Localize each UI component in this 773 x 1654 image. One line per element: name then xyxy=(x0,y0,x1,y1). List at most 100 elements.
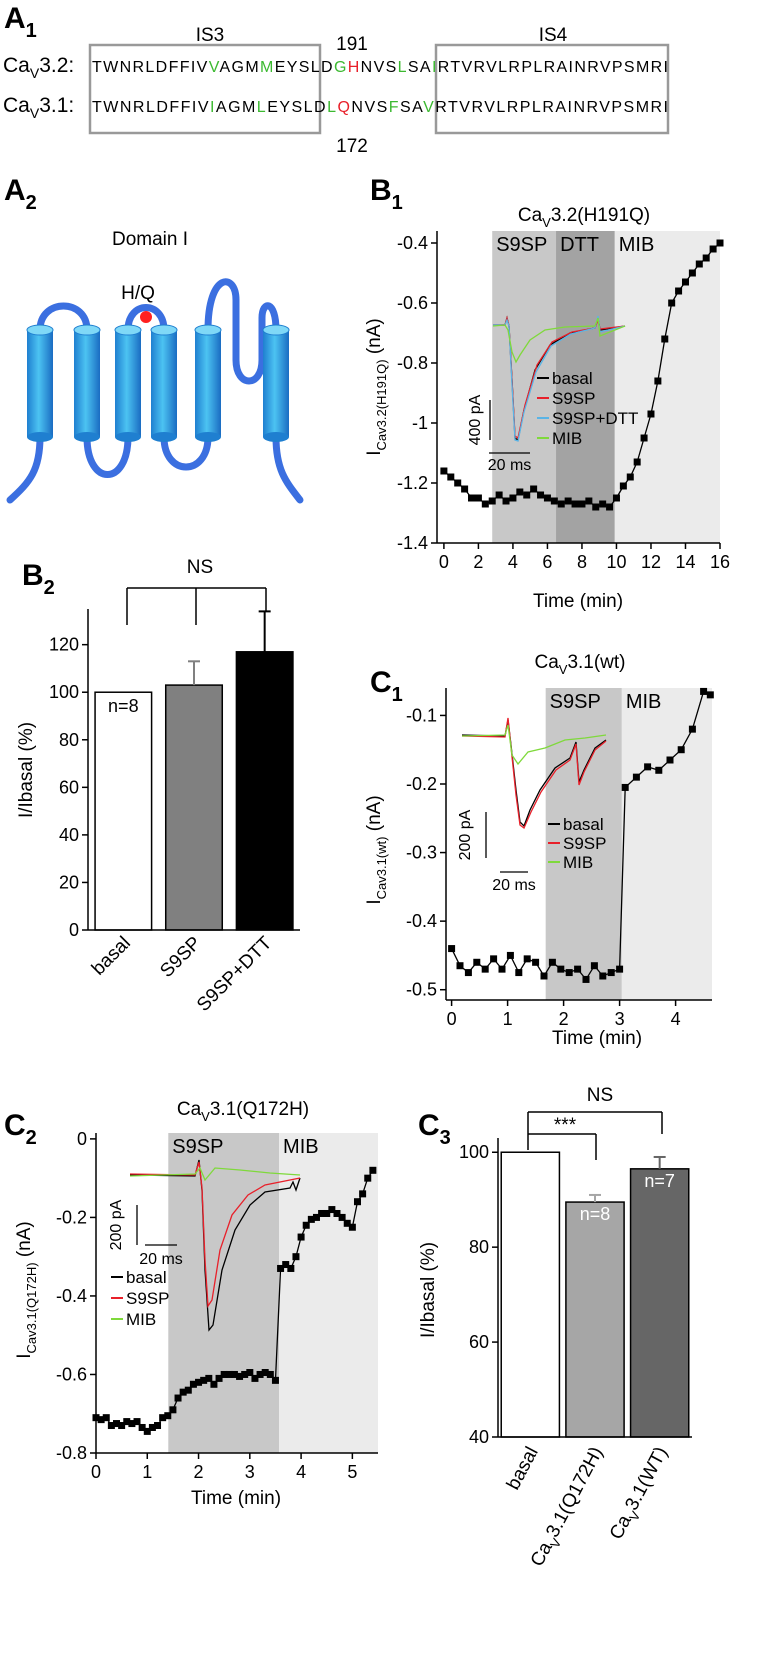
panel-label-part: C xyxy=(4,1109,26,1142)
x-tick-label: 12 xyxy=(641,552,661,572)
x-tick-label: 8 xyxy=(577,552,587,572)
sequence: TWNRLDFFIVIAGMLEYSLDLQNVSFSAVRTVRVLRPLRA… xyxy=(92,99,668,116)
y-axis-label-part: Cav3.1(Q172H) xyxy=(24,1262,39,1353)
data-point xyxy=(277,1264,285,1272)
panel-label-part: C xyxy=(370,666,392,699)
data-point xyxy=(557,500,565,508)
data-point xyxy=(644,763,652,771)
y-axis-label: I/Ibasal (%) xyxy=(418,1242,439,1338)
y-tick-label: 40 xyxy=(59,825,79,845)
region-label: DTT xyxy=(560,234,599,256)
data-point xyxy=(695,260,703,268)
data-point xyxy=(282,1261,290,1269)
data-point xyxy=(498,965,506,973)
significance-label: *** xyxy=(554,1115,577,1136)
residues: L xyxy=(257,99,266,116)
data-point xyxy=(599,500,607,508)
y-tick-label: 40 xyxy=(469,1427,489,1447)
mutation-site xyxy=(140,311,152,323)
y-tick-label: 0 xyxy=(77,1129,87,1149)
data-point xyxy=(557,965,565,973)
data-point xyxy=(612,494,620,502)
y-tick-label: 60 xyxy=(469,1332,489,1352)
data-point xyxy=(647,410,655,418)
data-point xyxy=(490,955,498,963)
bar xyxy=(235,651,294,931)
bar xyxy=(94,691,153,931)
sequence-label: CaV3.2: xyxy=(3,54,74,81)
y-axis-label-part: (nA) xyxy=(14,1221,35,1262)
data-point xyxy=(550,497,558,505)
region xyxy=(556,231,615,543)
y-tick-label: 120 xyxy=(49,635,79,655)
data-point xyxy=(333,1209,341,1217)
y-tick-label: -0.4 xyxy=(406,911,437,931)
data-point xyxy=(543,494,551,502)
scale-label: 200 pA xyxy=(108,1199,125,1250)
position-label: 172 xyxy=(336,136,368,157)
panel-label: B1 xyxy=(370,174,403,214)
domain-label: IS3 xyxy=(196,25,225,46)
sequence-label-part: V xyxy=(30,105,40,121)
panel-label-part: 2 xyxy=(26,192,37,214)
data-point xyxy=(447,473,455,481)
data-point xyxy=(266,1370,274,1378)
data-point xyxy=(251,1374,259,1382)
panel-label-part: 1 xyxy=(26,20,37,42)
data-point xyxy=(205,1374,213,1382)
legend-label: MIB xyxy=(126,1310,156,1329)
site-label: H/Q xyxy=(121,283,155,304)
residues: G xyxy=(334,59,346,76)
data-point xyxy=(464,969,472,977)
data-point xyxy=(532,958,540,966)
legend-label: basal xyxy=(126,1268,167,1287)
data-point xyxy=(302,1221,310,1229)
data-point xyxy=(578,500,586,508)
bar xyxy=(629,1168,690,1438)
data-point xyxy=(590,962,598,970)
y-tick-label: -0.3 xyxy=(406,843,437,863)
trace xyxy=(129,1161,301,1308)
y-tick-label: 100 xyxy=(459,1142,489,1162)
x-axis-label: Time (min) xyxy=(191,1488,281,1509)
data-point xyxy=(92,1414,100,1422)
residues: V xyxy=(209,59,220,76)
data-point xyxy=(530,485,538,493)
y-tick-label: -0.2 xyxy=(56,1207,87,1227)
y-tick-label: -0.6 xyxy=(397,293,428,313)
data-point xyxy=(509,494,517,502)
data-point xyxy=(133,1418,141,1426)
data-point xyxy=(516,488,524,496)
data-point xyxy=(515,969,523,977)
y-tick-label: -0.4 xyxy=(397,233,428,253)
sequence: TWNRLDFFIVVAGMMEYSLDGHNVSLSAIRTVRVLRPLRA… xyxy=(92,59,668,76)
region-label: S9SP xyxy=(550,691,601,713)
x-tick-label: 14 xyxy=(675,552,695,572)
data-point xyxy=(261,1369,269,1377)
data-point xyxy=(215,1374,223,1382)
region-label: S9SP xyxy=(496,234,547,256)
data-point xyxy=(633,458,641,466)
region-label: MIB xyxy=(283,1136,319,1158)
y-axis-label-part: (nA) xyxy=(364,318,385,359)
data-point xyxy=(688,269,696,277)
data-point xyxy=(654,377,662,385)
residues: RTVRVLRPLRAINRVPSMRI xyxy=(438,59,668,76)
data-point xyxy=(621,783,629,791)
residues: RTVRVLRPLRAINRVPSMRI xyxy=(435,99,668,116)
x-tick-label: CaV3.1(WT) xyxy=(606,1443,676,1544)
data-point xyxy=(246,1369,254,1377)
panel-label-part: 2 xyxy=(44,577,55,599)
y-tick-label: 0 xyxy=(69,920,79,940)
residues: I xyxy=(432,59,436,76)
y-tick-label: -0.4 xyxy=(56,1286,87,1306)
data-point xyxy=(626,473,634,481)
data-point xyxy=(113,1420,121,1428)
region-label: S9SP xyxy=(172,1136,223,1158)
residues: TWNRLDFFIV xyxy=(92,59,208,76)
chart-title-part: V xyxy=(201,1109,210,1124)
data-point xyxy=(616,965,624,973)
residues: H xyxy=(348,59,360,76)
chart-title: CaV3.2(H191Q) xyxy=(518,205,650,230)
residues: I xyxy=(210,99,214,116)
